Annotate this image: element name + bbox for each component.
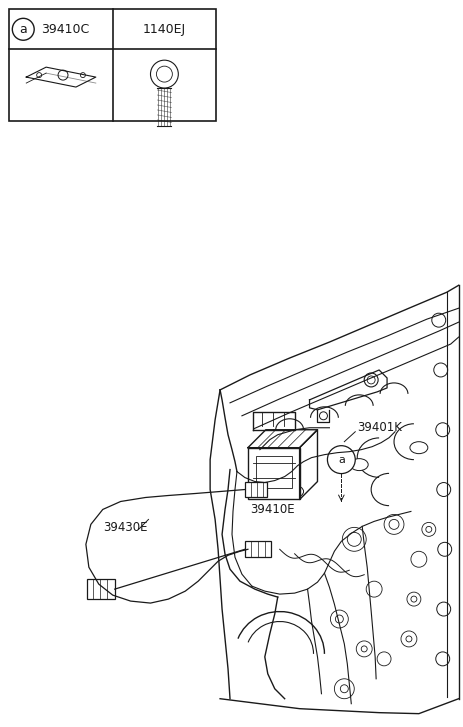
Circle shape [360,646,366,652]
Bar [87,579,114,599]
Text: 1140EJ: 1140EJ [143,23,186,36]
Bar [244,481,266,497]
Ellipse shape [350,459,367,470]
Circle shape [13,18,34,40]
Circle shape [433,363,447,377]
Circle shape [335,615,343,623]
Circle shape [435,652,449,666]
Circle shape [436,483,450,497]
Text: 39401K: 39401K [357,421,401,434]
Circle shape [431,313,445,327]
Text: a: a [337,454,344,465]
Circle shape [334,679,353,699]
Circle shape [436,602,450,616]
Bar [247,448,299,499]
Circle shape [327,446,355,473]
Circle shape [388,519,398,529]
Circle shape [425,526,431,532]
Circle shape [366,376,374,384]
Circle shape [400,631,416,647]
Circle shape [383,515,403,534]
Bar [255,456,291,488]
Text: 39410C: 39410C [41,23,89,36]
Circle shape [340,685,348,693]
Circle shape [410,551,426,567]
Ellipse shape [285,486,303,497]
Ellipse shape [409,442,427,454]
Circle shape [406,592,420,606]
Circle shape [347,532,360,546]
Circle shape [156,66,172,82]
Circle shape [365,581,381,597]
Circle shape [319,411,327,419]
Circle shape [410,596,416,602]
Text: 39430E: 39430E [103,521,147,534]
Circle shape [356,641,371,657]
Text: a: a [19,23,27,36]
Circle shape [376,652,390,666]
Circle shape [342,527,365,551]
Circle shape [405,636,411,642]
Circle shape [150,60,178,88]
Circle shape [330,610,348,628]
Circle shape [58,70,68,80]
Circle shape [363,373,377,387]
Circle shape [421,523,435,537]
Circle shape [37,73,42,78]
Circle shape [435,423,449,437]
Circle shape [437,542,450,556]
Text: 39410E: 39410E [250,503,294,516]
Circle shape [80,73,85,78]
Bar [244,542,270,558]
Bar [9,9,216,121]
